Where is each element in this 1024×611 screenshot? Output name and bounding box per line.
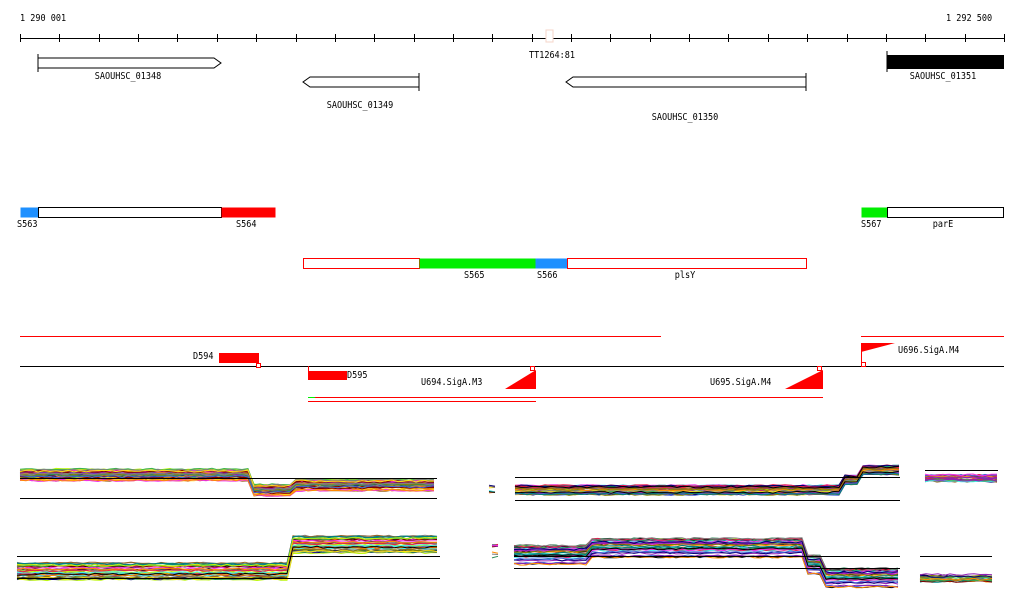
- expression-line: [488, 485, 496, 488]
- feature-D595[interactable]: [308, 371, 347, 380]
- gene-arrow-01348[interactable]: [37, 54, 222, 72]
- expression-line: [16, 544, 438, 575]
- marker-label: TT1264:81: [528, 50, 576, 61]
- expression-line: [16, 536, 438, 567]
- segment-label: S564: [236, 219, 257, 230]
- tss-marker: [817, 366, 822, 371]
- expression-line: [919, 577, 993, 581]
- expression-profiles: [16, 464, 998, 589]
- expression-line: [19, 469, 434, 487]
- tss-marker: [861, 362, 866, 367]
- ruler-axis: [20, 34, 1005, 42]
- gene-label[interactable]: SAOUHSC_01348: [94, 71, 162, 82]
- expression-line: [513, 554, 898, 588]
- feature-label: U695.SigA.M4: [710, 377, 772, 388]
- segment-label: plsY: [674, 270, 696, 281]
- expression-line: [514, 465, 900, 489]
- segment-label: S566: [537, 270, 558, 281]
- gene-box-01351[interactable]: [887, 55, 1004, 69]
- segment-plsY[interactable]: [567, 258, 807, 269]
- expression-line: [515, 466, 900, 490]
- expression-line: [19, 476, 435, 495]
- expression-line: [19, 468, 434, 487]
- promoter-U694[interactable]: [505, 370, 536, 389]
- expression-line: [514, 543, 899, 577]
- expression-line: [19, 478, 435, 496]
- expression-line: [924, 473, 998, 477]
- segment-S567[interactable]: [861, 207, 888, 218]
- expression-line: [515, 472, 900, 496]
- gene-arrow-01350[interactable]: [565, 76, 807, 88]
- feature-D594[interactable]: [219, 353, 259, 363]
- marker-box: [545, 29, 554, 43]
- gene-label[interactable]: SAOUHSC_01351: [909, 71, 977, 82]
- expression-line: [919, 573, 993, 576]
- segment-S564[interactable]: [221, 207, 276, 218]
- expression-line: [513, 551, 899, 585]
- tss-marker: [256, 363, 261, 368]
- segment-S563[interactable]: [20, 207, 39, 218]
- expression-line: [515, 468, 899, 491]
- expression-line: [16, 540, 438, 571]
- feature-label: D594: [193, 351, 214, 362]
- feature-label: D595: [347, 370, 368, 381]
- expression-line: [513, 544, 899, 578]
- expression-line: [488, 490, 496, 493]
- expression-line: [491, 555, 499, 559]
- expression-line: [16, 542, 438, 573]
- expression-line: [16, 535, 438, 566]
- expression-line: [19, 472, 435, 491]
- expression-line: [924, 477, 998, 481]
- expression-line: [924, 475, 998, 479]
- segment-S566[interactable]: [535, 258, 568, 269]
- gene-arrow-01349[interactable]: [302, 76, 420, 88]
- expression-line: [488, 491, 496, 493]
- expression-line: [488, 484, 496, 487]
- ruler-start-label: 1 290 001: [20, 13, 67, 24]
- feature-label: U696.SigA.M4: [898, 345, 960, 356]
- expression-line: [513, 550, 899, 584]
- promoter-U695[interactable]: [785, 370, 823, 389]
- segment-body-left[interactable]: [38, 207, 222, 218]
- expression-line: [514, 470, 900, 494]
- promoter-U696[interactable]: [861, 343, 895, 352]
- expression-line: [514, 538, 899, 572]
- gene-label[interactable]: SAOUHSC_01349: [326, 100, 394, 111]
- expression-line: [491, 551, 499, 554]
- gene-label[interactable]: SAOUHSC_01350: [651, 112, 719, 123]
- expression-line: [16, 545, 438, 576]
- segment-label: parE: [932, 219, 954, 230]
- segment-label: S567: [861, 219, 882, 230]
- expression-line: [513, 540, 899, 574]
- tss-marker: [530, 366, 535, 371]
- segment-S565[interactable]: [419, 258, 536, 269]
- segment-parE[interactable]: [887, 207, 1004, 218]
- expression-line: [513, 536, 899, 570]
- expression-line: [513, 547, 899, 581]
- expression-line: [19, 473, 435, 492]
- expression-line: [514, 472, 900, 496]
- feature-label: U694.SigA.M3: [421, 377, 483, 388]
- expression-line: [924, 478, 998, 482]
- segment-label: S563: [17, 219, 38, 230]
- segment-label: S565: [464, 270, 485, 281]
- expression-line: [919, 575, 993, 578]
- segment-left-plsY[interactable]: [303, 258, 420, 269]
- ruler-end-label: 1 292 500: [946, 13, 993, 24]
- expression-line: [19, 475, 435, 494]
- expression-line: [491, 545, 499, 547]
